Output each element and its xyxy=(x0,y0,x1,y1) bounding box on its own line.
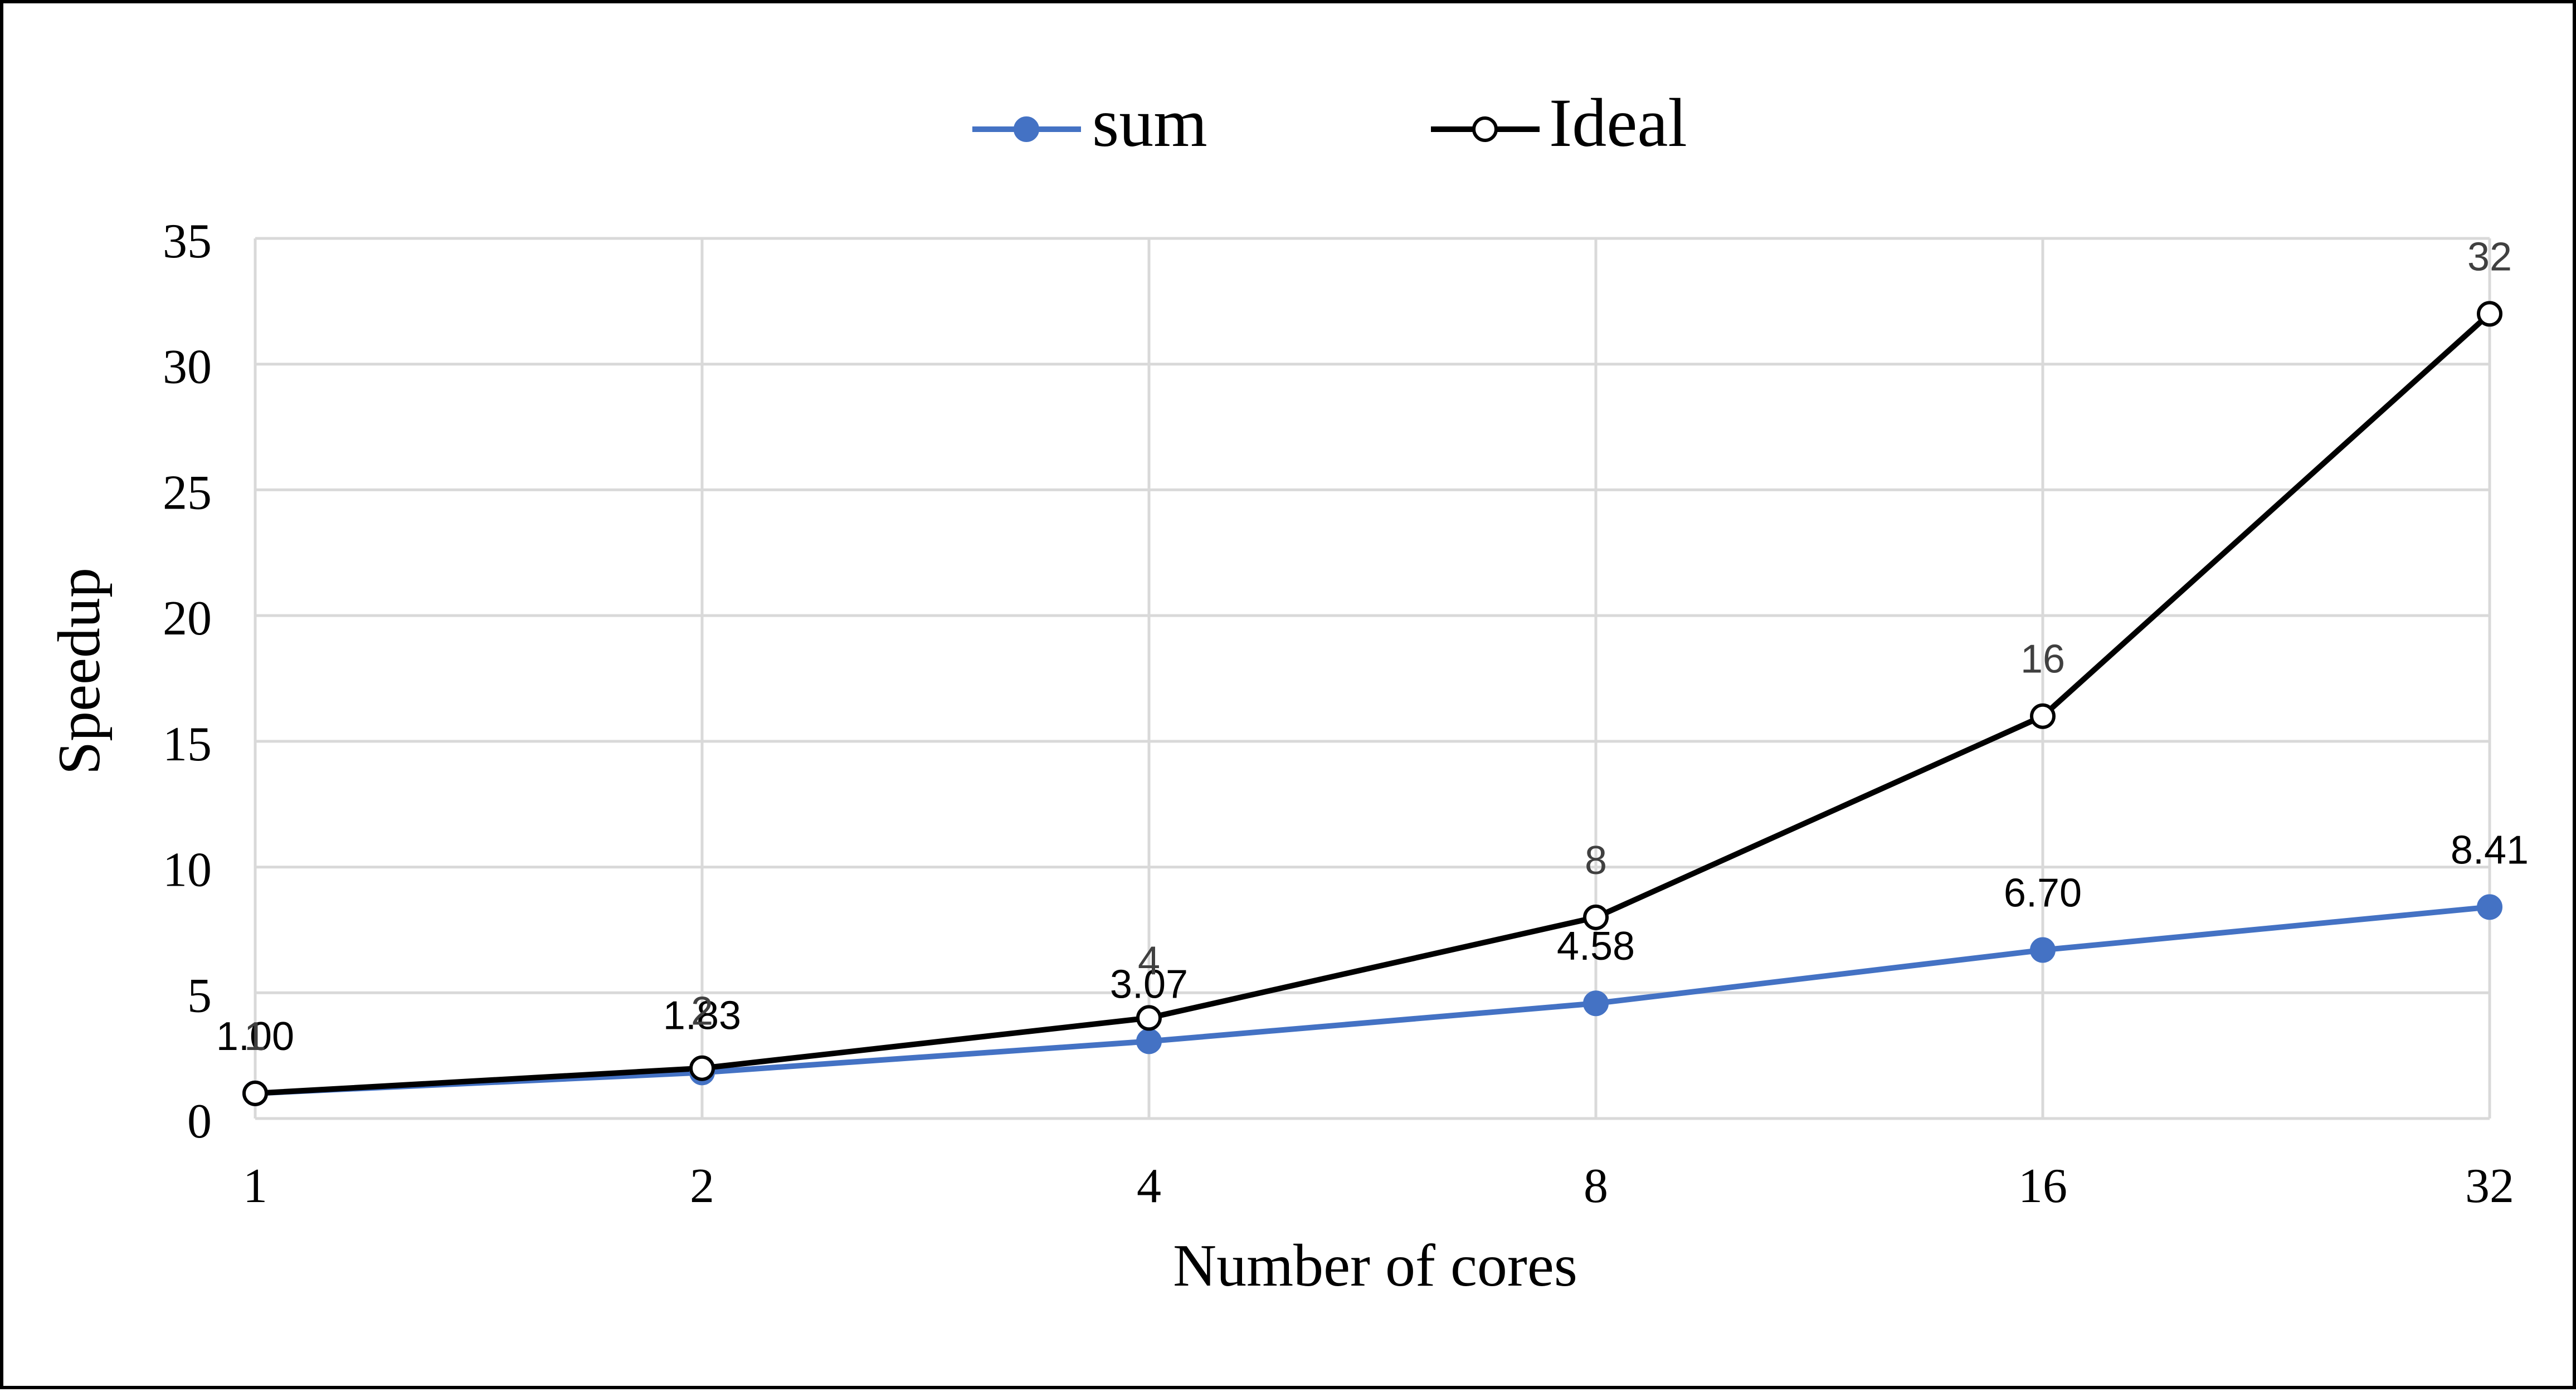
series-line-ideal xyxy=(252,311,2492,1096)
y-axis-title: Speedup xyxy=(46,568,113,775)
y-tick-label: 10 xyxy=(163,843,212,897)
y-tick-label: 20 xyxy=(163,592,212,646)
data-label-ideal: 32 xyxy=(2467,235,2512,279)
x-tick-label: 2 xyxy=(690,1159,714,1213)
data-point-sum xyxy=(1136,1028,1162,1054)
grid xyxy=(254,237,2491,1120)
data-point-ideal xyxy=(2477,301,2502,327)
series-line-sum xyxy=(252,904,2492,1096)
data-point-ideal xyxy=(689,1055,715,1081)
data-label-sum: 1.83 xyxy=(663,993,741,1038)
data-point-ideal xyxy=(1136,1005,1162,1031)
x-tick-label: 8 xyxy=(1584,1159,1608,1213)
x-axis-title: Number of cores xyxy=(1173,1233,1577,1299)
data-point-sum xyxy=(2477,894,2502,920)
x-tick-label: 4 xyxy=(1137,1159,1161,1213)
y-tick-label: 30 xyxy=(163,340,212,394)
legend: sum Ideal xyxy=(972,85,1687,161)
axes: 0 5 10 15 20 25 30 35 1 2 4 8 16 32 xyxy=(163,214,2514,1213)
legend-sum-label: sum xyxy=(1092,85,1207,161)
data-label-sum: 4.58 xyxy=(1557,924,1635,969)
data-label-ideal: 8 xyxy=(1585,838,1607,883)
data-label-ideal: 16 xyxy=(2020,637,2065,682)
data-label-sum: 8.41 xyxy=(2451,828,2529,872)
series-layer xyxy=(242,301,2502,1106)
data-label-ideal: 1 xyxy=(244,1014,266,1059)
y-tick-label: 25 xyxy=(163,466,212,520)
data-label-sum: 6.70 xyxy=(2004,871,2082,916)
y-tick-label: 15 xyxy=(163,717,212,771)
data-label-sum: 1.00 xyxy=(216,1014,294,1059)
y-tick-label: 5 xyxy=(187,969,212,1023)
data-label-sum: 3.07 xyxy=(1110,962,1188,1007)
data-label-ideal: 2 xyxy=(691,989,713,1034)
data-label-ideal: 4 xyxy=(1138,939,1160,983)
data-labels: 1.00 1.83 3.07 4.58 6.70 8.41 1 2 4 8 16 32 xyxy=(216,235,2529,1058)
data-point-ideal xyxy=(1583,904,1609,930)
data-point-ideal xyxy=(242,1080,268,1106)
data-point-sum xyxy=(1583,990,1609,1017)
y-tick-label: 35 xyxy=(163,214,212,268)
y-tick-label: 0 xyxy=(187,1095,212,1149)
legend-ideal-marker xyxy=(1472,116,1498,142)
legend-ideal-label: Ideal xyxy=(1549,85,1687,161)
x-tick-label: 1 xyxy=(243,1159,267,1213)
data-point-ideal xyxy=(2030,703,2056,729)
x-tick-label: 32 xyxy=(2465,1159,2514,1213)
legend-sum-marker xyxy=(1014,116,1039,142)
data-point-sum xyxy=(2030,937,2056,963)
x-tick-label: 16 xyxy=(2018,1159,2067,1213)
